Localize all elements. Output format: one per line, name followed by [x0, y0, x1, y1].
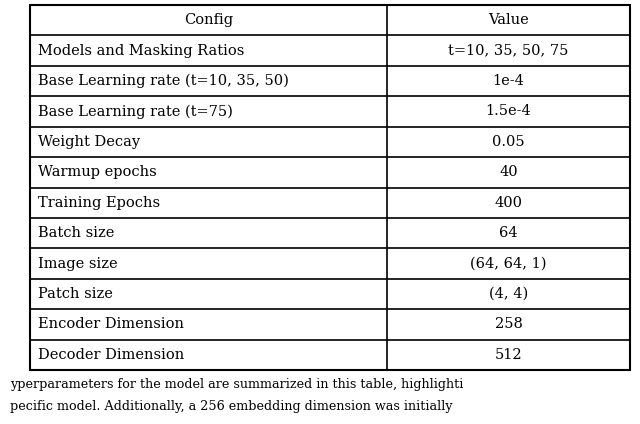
Text: 64: 64 [499, 226, 518, 240]
Text: 40: 40 [499, 165, 518, 179]
Text: 400: 400 [495, 196, 522, 210]
Text: Decoder Dimension: Decoder Dimension [38, 348, 184, 362]
Bar [30, 5, 630, 370]
Text: t=10, 35, 50, 75: t=10, 35, 50, 75 [448, 44, 569, 58]
Text: 1e-4: 1e-4 [493, 74, 524, 88]
Text: Weight Decay: Weight Decay [38, 135, 140, 149]
Text: Patch size: Patch size [38, 287, 113, 301]
Text: Training Epochs: Training Epochs [38, 196, 160, 210]
Text: Base Learning rate (t=10, 35, 50): Base Learning rate (t=10, 35, 50) [38, 74, 289, 88]
Text: Image size: Image size [38, 257, 118, 271]
Text: Config: Config [184, 13, 233, 27]
Text: (4, 4): (4, 4) [489, 287, 528, 301]
Text: pecific model. Additionally, a 256 embedding dimension was initially: pecific model. Additionally, a 256 embed… [10, 400, 452, 413]
Text: Encoder Dimension: Encoder Dimension [38, 318, 184, 332]
Text: Models and Masking Ratios: Models and Masking Ratios [38, 44, 244, 58]
Text: 512: 512 [495, 348, 522, 362]
Text: 1.5e-4: 1.5e-4 [486, 104, 531, 118]
Text: Warmup epochs: Warmup epochs [38, 165, 157, 179]
Text: 258: 258 [495, 318, 522, 332]
Text: Batch size: Batch size [38, 226, 115, 240]
Text: (64, 64, 1): (64, 64, 1) [470, 257, 547, 271]
Text: Base Learning rate (t=75): Base Learning rate (t=75) [38, 104, 233, 119]
Text: yperparameters for the model are summarized in this table, highlighti: yperparameters for the model are summari… [10, 378, 463, 391]
Text: Value: Value [488, 13, 529, 27]
Text: 0.05: 0.05 [492, 135, 525, 149]
